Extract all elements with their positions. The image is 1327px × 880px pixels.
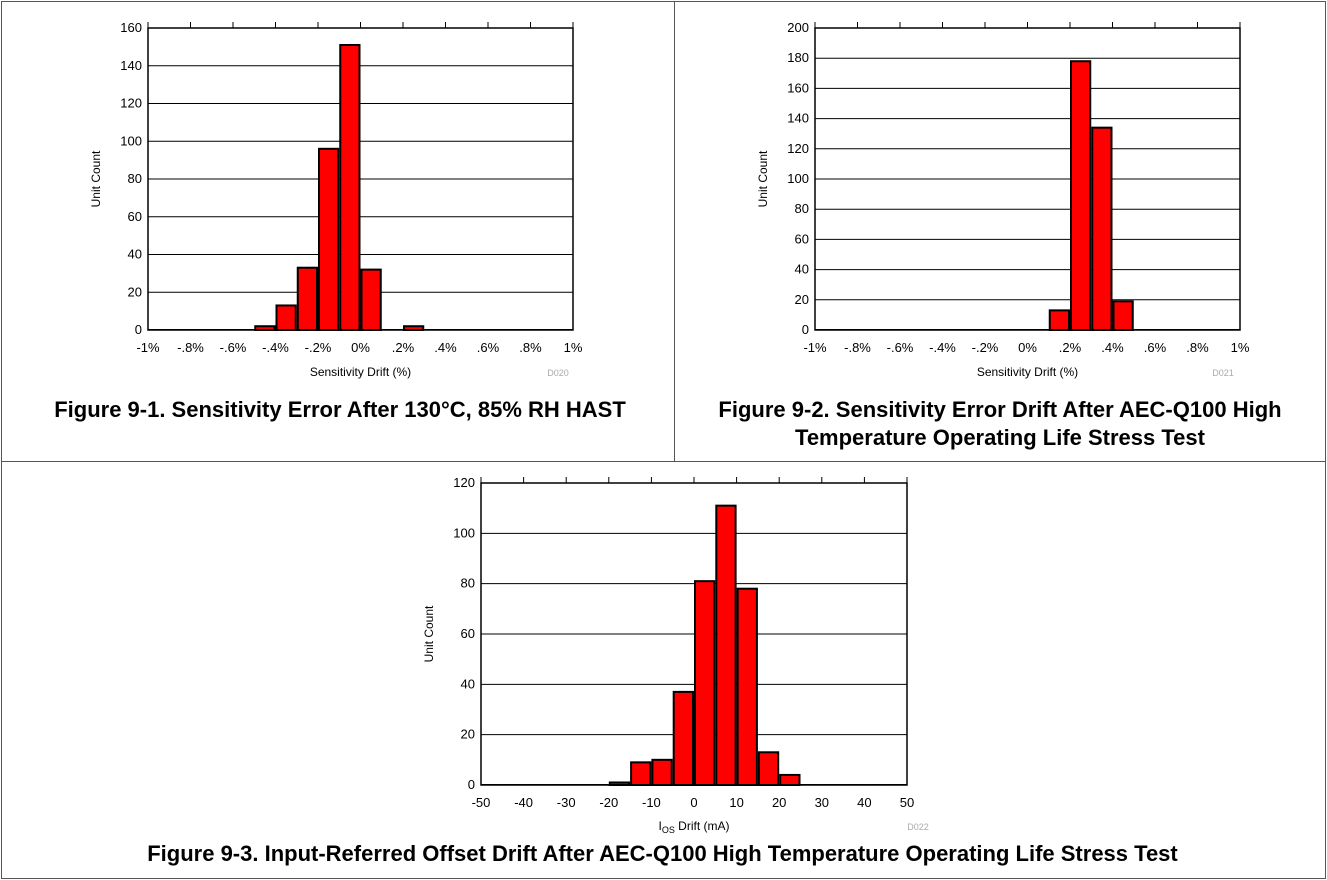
y-tick-label: 0 [802, 322, 809, 337]
x-tick-label: 20 [772, 795, 786, 810]
y-tick-label: 100 [120, 133, 142, 148]
y-tick-label: 180 [787, 50, 809, 65]
x-tick-label: -.4% [262, 340, 289, 355]
y-tick-label: 80 [795, 201, 809, 216]
y-tick-label: 60 [461, 626, 475, 641]
x-tick-label: 1% [1231, 340, 1250, 355]
x-tick-label: .2% [1059, 340, 1082, 355]
y-tick-label: 140 [120, 58, 142, 73]
histogram-bar [339, 43, 361, 332]
x-tick-label: 30 [815, 795, 829, 810]
y-tick-label: 0 [135, 322, 142, 337]
y-tick-label: 120 [453, 475, 475, 490]
x-tick-label: -.2% [305, 340, 332, 355]
x-tick-label: -.4% [929, 340, 956, 355]
y-tick-label: 60 [795, 231, 809, 246]
x-tick-label: 0% [351, 340, 370, 355]
histogram-chart-fig1: 0 20 40 60 80 100 120 140 160 -1% -.8% -.6% -.4% -.2%… [89, 20, 583, 379]
x-tick-label: .8% [1186, 340, 1209, 355]
x-tick-label: 50 [900, 795, 914, 810]
x-tick-label: -10 [642, 795, 661, 810]
histogram-bar [360, 268, 382, 332]
y-tick-label: 20 [461, 727, 475, 742]
x-tick-label: -.6% [220, 340, 247, 355]
histogram-bar [318, 147, 340, 331]
figure-code-label: D022 [907, 822, 929, 832]
x-tick-label: 10 [729, 795, 743, 810]
x-tick-label: -1% [136, 340, 160, 355]
x-tick-label: -40 [514, 795, 533, 810]
x-tick-label: -30 [557, 795, 576, 810]
histogram-bar [1048, 309, 1070, 331]
x-tick-label: .2% [392, 340, 415, 355]
figure-9-3-caption: Figure 9-3. Input-Referred Offset Drift … [147, 841, 1178, 866]
x-axis-title: IOS Drift (mA) [658, 819, 729, 835]
y-tick-label: 80 [128, 171, 142, 186]
y-tick-label: 80 [461, 576, 475, 591]
x-tick-label: 1% [564, 340, 583, 355]
x-tick-label: 40 [857, 795, 871, 810]
x-tick-label: -.6% [887, 340, 914, 355]
y-tick-label: 160 [787, 80, 809, 95]
y-tick-label: 40 [795, 262, 809, 277]
y-tick-label: 40 [128, 247, 142, 262]
histogram-bar [779, 773, 801, 786]
histogram-bar [1112, 300, 1134, 331]
histogram-bar [715, 504, 737, 787]
x-axis-title: Sensitivity Drift (%) [977, 365, 1078, 379]
x-tick-label: .4% [434, 340, 457, 355]
x-axis-title: Sensitivity Drift (%) [310, 365, 411, 379]
histogram-bar [694, 580, 716, 787]
histogram-bar [736, 587, 758, 786]
y-tick-label: 100 [453, 525, 475, 540]
y-axis-title: Unit Count [756, 150, 770, 207]
figure-9-1-caption: Figure 9-1. Sensitivity Error After 130°… [54, 397, 626, 422]
histogram-chart-fig3: 0 20 40 60 80 100 120 -50 -40 -30 -20 -10 0 10 20 30 40 5… [422, 475, 929, 835]
y-tick-label: 20 [795, 292, 809, 307]
x-tick-label: -20 [599, 795, 618, 810]
x-tick-label: -1% [803, 340, 827, 355]
histogram-bar [651, 758, 673, 787]
histogram-bar [672, 690, 695, 786]
y-tick-label: 120 [787, 141, 809, 156]
y-axis-title: Unit Count [89, 150, 103, 207]
figure-9-2-caption: Figure 9-2. Sensitivity Error Drift Afte… [718, 397, 1282, 450]
figure-code-label: D020 [547, 368, 569, 378]
x-tick-label: .4% [1101, 340, 1124, 355]
y-tick-label: 60 [128, 209, 142, 224]
x-tick-label: -50 [472, 795, 491, 810]
x-tick-label: .6% [1144, 340, 1167, 355]
figure-9-3-panel: 0 20 40 60 80 100 120 -50 -40 -30 -20 -10 0 10 20 30 40 5… [0, 462, 1325, 878]
x-tick-label: -.8% [177, 340, 204, 355]
x-tick-label: -.8% [844, 340, 871, 355]
figure-9-1-panel: 0 20 40 60 80 100 120 140 160 -1% -.8% -.6% -.4% -.2%… [0, 0, 674, 461]
vertical-divider [674, 1, 675, 461]
y-tick-label: 200 [787, 20, 809, 35]
horizontal-divider [1, 461, 1325, 462]
x-tick-label: 0% [1018, 340, 1037, 355]
histogram-bar [1091, 126, 1113, 331]
y-tick-label: 100 [787, 171, 809, 186]
histogram-bar [1070, 60, 1092, 331]
histogram-bar [275, 304, 297, 331]
histogram-chart-fig2: 0 20 40 60 80 100 120 140 160 180 200 -1% -.8% -.6% -.… [756, 20, 1250, 379]
histogram-bar [757, 751, 780, 786]
x-tick-label: 0 [690, 795, 697, 810]
y-tick-label: 40 [461, 676, 475, 691]
y-tick-label: 160 [120, 20, 142, 35]
x-tick-label: .6% [477, 340, 500, 355]
histogram-bar [630, 761, 652, 787]
x-tick-label: -.2% [972, 340, 999, 355]
histogram-bar [296, 266, 318, 331]
y-tick-label: 20 [128, 284, 142, 299]
y-tick-label: 0 [468, 777, 475, 792]
y-tick-label: 140 [787, 111, 809, 126]
figure-code-label: D021 [1212, 368, 1234, 378]
x-tick-label: .8% [519, 340, 542, 355]
figure-9-2-panel: 0 20 40 60 80 100 120 140 160 180 200 -1% -.8% -.6% -.… [675, 0, 1325, 461]
y-tick-label: 120 [120, 96, 142, 111]
y-axis-title: Unit Count [422, 605, 436, 662]
